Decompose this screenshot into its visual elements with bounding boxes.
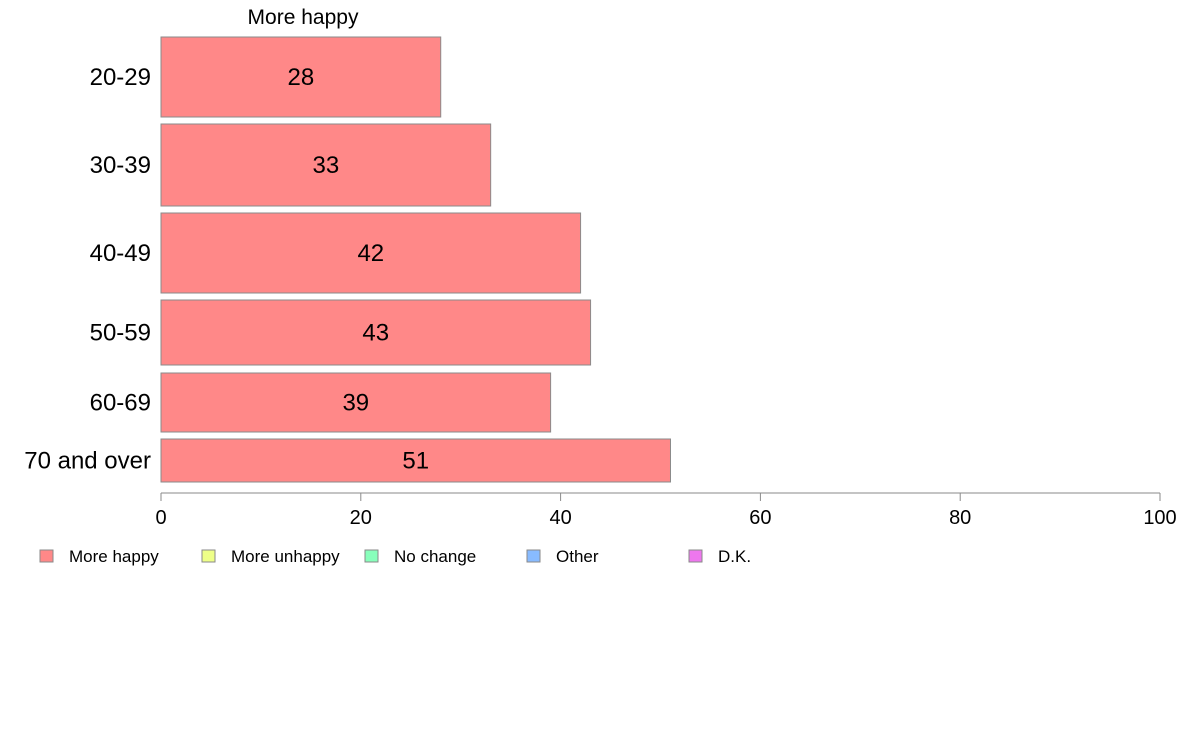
x-tick-label: 80 — [949, 507, 971, 529]
bar-40-49 — [160, 212, 582, 294]
legend-swatch — [526, 549, 541, 563]
category-labels: 20-29 30-39 40-49 50-59 60-69 70 and over — [24, 64, 151, 475]
legend-swatch — [39, 549, 54, 563]
legend-swatch — [364, 549, 379, 563]
x-tick-label: 100 — [1143, 507, 1176, 529]
category-label: 40-49 — [90, 240, 151, 267]
legend-swatch — [688, 549, 703, 563]
legend-label: No change — [394, 547, 476, 566]
x-tick-label: 0 — [155, 507, 166, 529]
bar-50-59 — [160, 299, 592, 366]
bar-value-label: 33 — [312, 152, 339, 179]
legend-item-other: Other — [526, 547, 599, 566]
x-axis: 0 20 40 60 80 100 — [155, 492, 1177, 529]
bar-value-label: 39 — [342, 390, 369, 417]
category-label: 70 and over — [24, 448, 151, 475]
category-label: 20-29 — [90, 64, 151, 91]
legend-item-more-happy: More happy — [39, 547, 159, 566]
bar-value-label: 42 — [357, 240, 384, 267]
bar-30-39 — [160, 123, 492, 207]
bar-70-and-over — [160, 438, 671, 483]
bars-group — [160, 36, 671, 483]
legend-label: More happy — [69, 547, 159, 566]
bar-value-labels: 28 33 42 43 39 51 — [288, 64, 430, 475]
x-tick-label: 20 — [350, 507, 372, 529]
bar-60-69 — [160, 372, 552, 433]
series-title: More happy — [248, 6, 359, 29]
legend-item-more-unhappy: More unhappy — [201, 547, 340, 566]
bar-value-label: 51 — [402, 448, 429, 475]
x-tick-label: 40 — [549, 507, 571, 529]
legend-label: More unhappy — [231, 547, 340, 566]
x-tick-label: 60 — [749, 507, 771, 529]
legend-label: D.K. — [718, 547, 751, 566]
bar-20-29 — [160, 36, 442, 118]
legend: More happy More unhappy No change Other D.K. — [39, 547, 751, 566]
legend-label: Other — [556, 547, 599, 566]
legend-item-no-change: No change — [364, 547, 476, 566]
category-label: 60-69 — [90, 390, 151, 417]
bar-value-label: 28 — [288, 64, 315, 91]
bar-value-label: 43 — [362, 320, 389, 347]
legend-item-d-k: D.K. — [688, 547, 751, 566]
category-label: 30-39 — [90, 152, 151, 179]
category-label: 50-59 — [90, 320, 151, 347]
legend-swatch — [201, 549, 216, 563]
